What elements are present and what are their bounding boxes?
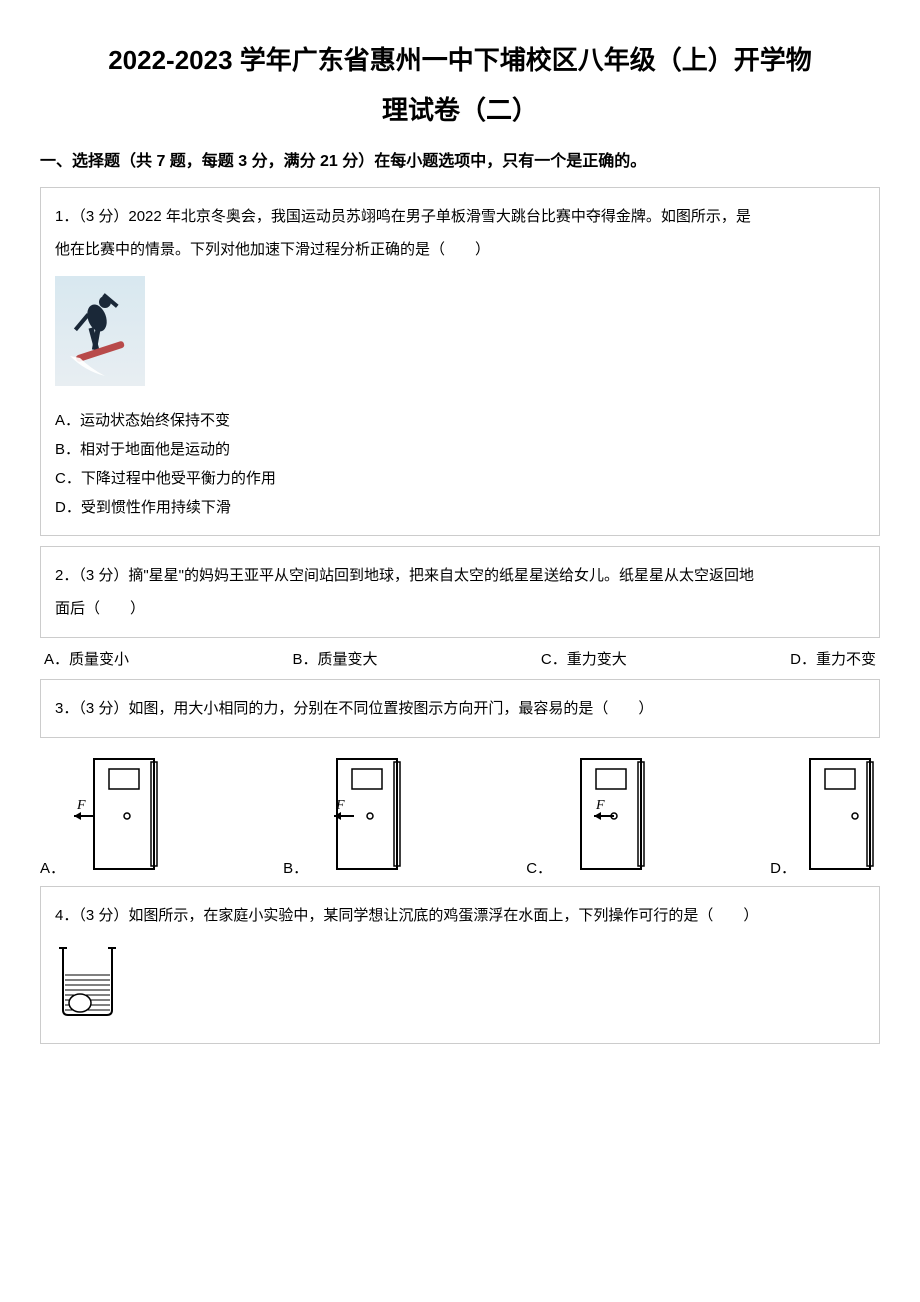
q2-text-line1: 2．（3 分）摘"星星"的妈妈王亚平从空间站回到地球，把来自太空的纸星星送给女儿… <box>55 559 865 592</box>
q1-option-a: A．运动状态始终保持不变 <box>55 407 865 434</box>
door-icon-a: F <box>69 754 169 878</box>
q2-option-b: B．质量变大 <box>292 648 377 669</box>
q3-option-b: B． F <box>283 754 412 878</box>
q1-text-line2: 他在比赛中的情景。下列对他加速下滑过程分析正确的是（ ） <box>55 233 865 266</box>
door-icon-b: F <box>312 754 412 878</box>
q2-option-d: D．重力不变 <box>790 648 876 669</box>
question-4: 4．（3 分）如图所示，在家庭小实验中，某同学想让沉底的鸡蛋漂浮在水面上，下列操… <box>40 886 880 1044</box>
exam-title-line2: 理试卷（二） <box>40 90 880 127</box>
q1-options: A．运动状态始终保持不变 B．相对于地面他是运动的 C．下降过程中他受平衡力的作… <box>55 407 865 521</box>
door-icon-c: F <box>556 754 656 878</box>
question-3: 3．（3 分）如图，用大小相同的力，分别在不同位置按图示方向开门，最容易的是（ … <box>40 679 880 738</box>
q1-image <box>55 276 865 397</box>
q3-label-d: D． <box>770 857 796 878</box>
svg-text:F: F <box>76 798 86 813</box>
q1-option-d: D．受到惯性作用持续下滑 <box>55 494 865 521</box>
question-1: 1．（3 分）2022 年北京冬奥会，我国运动员苏翊鸣在男子单板滑雪大跳台比赛中… <box>40 187 880 536</box>
q3-label-c: C． <box>526 857 552 878</box>
q3-option-d: D． <box>770 754 880 878</box>
q3-label-a: A． <box>40 857 65 878</box>
q1-text-line1: 1．（3 分）2022 年北京冬奥会，我国运动员苏翊鸣在男子单板滑雪大跳台比赛中… <box>55 200 865 233</box>
q1-option-b: B．相对于地面他是运动的 <box>55 436 865 463</box>
q2-option-c: C．重力变大 <box>541 648 627 669</box>
q3-option-a: A． F <box>40 754 169 878</box>
q2-text-line2: 面后（ ） <box>55 592 865 625</box>
section-header: 一、选择题（共 7 题，每题 3 分，满分 21 分）在每小题选项中，只有一个是… <box>40 143 880 175</box>
beaker-icon <box>55 940 125 1031</box>
q3-option-c: C． F <box>526 754 656 878</box>
question-2: 2．（3 分）摘"星星"的妈妈王亚平从空间站回到地球，把来自太空的纸星星送给女儿… <box>40 546 880 638</box>
q2-options: A．质量变小 B．质量变大 C．重力变大 D．重力不变 <box>40 648 880 669</box>
q2-option-a: A．质量变小 <box>44 648 129 669</box>
q3-options: A． F B． <box>40 754 880 878</box>
q3-label-b: B． <box>283 857 308 878</box>
q3-text: 3．（3 分）如图，用大小相同的力，分别在不同位置按图示方向开门，最容易的是（ … <box>55 692 865 725</box>
exam-title-line1: 2022-2023 学年广东省惠州一中下埔校区八年级（上）开学物 <box>40 40 880 82</box>
svg-text:F: F <box>595 798 605 813</box>
svg-text:F: F <box>335 798 345 813</box>
q1-option-c: C．下降过程中他受平衡力的作用 <box>55 465 865 492</box>
q4-text: 4．（3 分）如图所示，在家庭小实验中，某同学想让沉底的鸡蛋漂浮在水面上，下列操… <box>55 899 865 932</box>
door-icon-d <box>800 754 880 878</box>
